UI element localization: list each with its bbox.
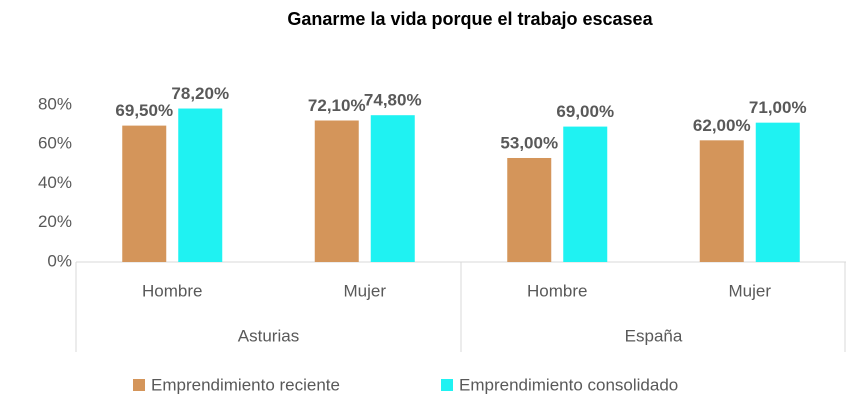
value-label: 72,10% <box>308 96 366 115</box>
legend-label: Emprendimiento consolidado <box>459 375 678 394</box>
x-tick-label: Mujer <box>343 281 386 300</box>
value-label: 69,50% <box>115 101 173 120</box>
y-tick-label: 60% <box>38 134 72 153</box>
value-label: 69,00% <box>556 102 614 121</box>
bar <box>755 122 800 262</box>
group-label: España <box>625 326 683 345</box>
legend-swatch <box>441 379 453 391</box>
x-tick-label: Mujer <box>728 281 771 300</box>
bar <box>370 115 415 262</box>
legend-label: Emprendimiento reciente <box>151 375 340 394</box>
y-tick-label: 0% <box>47 251 72 270</box>
x-tick-label: Hombre <box>527 281 587 300</box>
chart-title: Ganarme la vida porque el trabajo escase… <box>287 9 653 29</box>
y-tick-label: 20% <box>38 212 72 231</box>
y-tick-label: 80% <box>38 94 72 113</box>
value-label: 78,20% <box>171 84 229 103</box>
bar <box>122 125 167 262</box>
legend-swatch <box>133 379 145 391</box>
value-label: 62,00% <box>693 116 751 135</box>
bar <box>699 140 744 262</box>
group-label: Asturias <box>238 326 299 345</box>
value-label: 53,00% <box>500 133 558 152</box>
value-label: 74,80% <box>364 91 422 110</box>
bar <box>563 126 608 263</box>
value-label: 71,00% <box>749 98 807 117</box>
y-tick-label: 40% <box>38 173 72 192</box>
bar <box>507 157 552 262</box>
bar <box>314 120 359 262</box>
x-tick-label: Hombre <box>142 281 202 300</box>
bar <box>178 108 223 262</box>
